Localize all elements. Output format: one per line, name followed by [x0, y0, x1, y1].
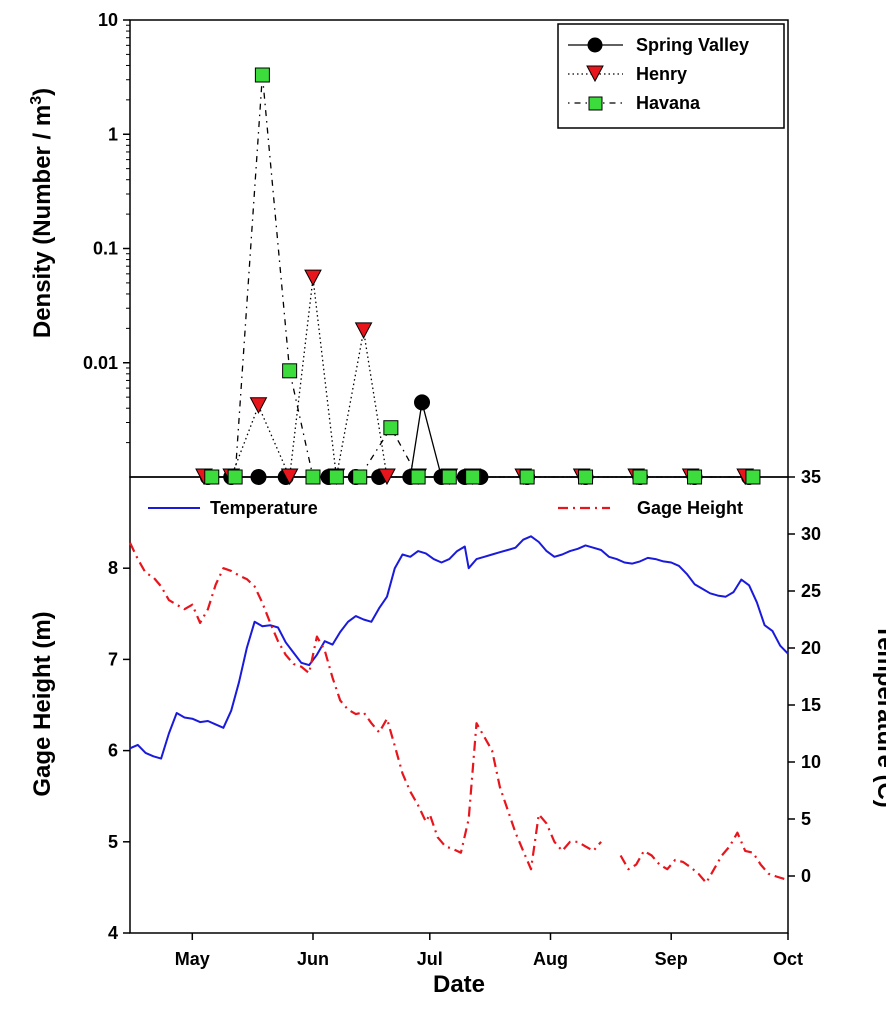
- spring-valley-line: [207, 402, 750, 478]
- havana-point: [745, 469, 761, 485]
- left-y-tick-label: 8: [108, 558, 118, 578]
- right-y-tick-label: 20: [801, 638, 821, 658]
- x-axis: May Jun Jul Aug Sep Oct: [175, 933, 803, 969]
- right-y-tick-label: 30: [801, 524, 821, 544]
- x-tick-label: Oct: [773, 949, 803, 969]
- top-y-tick-label: 1: [108, 124, 118, 144]
- havana-point: [383, 420, 399, 436]
- legend-temperature-label: Temperature: [210, 498, 318, 518]
- top-legend: Spring Valley Henry Havana: [557, 23, 785, 129]
- havana-point: [305, 469, 321, 485]
- havana-line: [211, 74, 753, 478]
- havana-point: [410, 469, 426, 485]
- spring-valley-point: [414, 394, 431, 411]
- x-tick-label: Sep: [655, 949, 688, 969]
- henry-point: [304, 269, 322, 287]
- right-y-tick-label: 35: [801, 467, 821, 487]
- left-y-tick-label: 5: [108, 832, 118, 852]
- havana-point: [441, 469, 457, 485]
- x-tick-label: Jul: [417, 949, 443, 969]
- x-tick-label: May: [175, 949, 210, 969]
- havana-point: [578, 469, 594, 485]
- right-y-tick-label: 15: [801, 695, 821, 715]
- temperature-line: [129, 535, 789, 760]
- henry-point: [280, 468, 299, 486]
- top-y-axis-title-sup: 3: [28, 96, 45, 105]
- legend-havana-marker: [588, 96, 603, 111]
- spring-valley-point: [250, 469, 267, 485]
- right-y-tick-label: 25: [801, 581, 821, 601]
- havana-point: [227, 469, 243, 485]
- havana-point: [519, 469, 535, 485]
- left-y-tick-label: 7: [108, 649, 118, 669]
- gage-height-line: [129, 542, 789, 884]
- top-markers: [195, 67, 761, 486]
- henry-point: [378, 468, 396, 486]
- bottom-right-y-axis-title: Temperature (C): [872, 624, 886, 808]
- bottom-right-y-axis: 0 5 10 15 20 25 30 35: [788, 467, 821, 886]
- top-y-tick-label: 10: [98, 10, 118, 30]
- left-y-tick-label: 6: [108, 741, 118, 761]
- legend-spring-valley-label: Spring Valley: [636, 35, 749, 55]
- havana-point: [687, 469, 703, 485]
- legend-spring-valley-marker: [587, 37, 603, 53]
- legend-havana-label: Havana: [636, 93, 701, 113]
- top-y-axis-title-close: ): [29, 88, 56, 96]
- henry-point: [354, 322, 373, 339]
- x-tick-label: Jun: [297, 949, 329, 969]
- havana-point: [632, 469, 648, 485]
- bottom-series: [129, 535, 789, 884]
- henry-point: [249, 397, 268, 414]
- right-y-tick-label: 0: [801, 866, 811, 886]
- bottom-panel-frame: [129, 476, 789, 934]
- havana-point: [352, 469, 368, 485]
- top-y-tick-label: 0.01: [83, 353, 118, 373]
- x-axis-title: Date: [433, 971, 485, 998]
- bottom-left-y-axis: 4 5 6 7 8: [108, 558, 130, 943]
- havana-point: [282, 363, 298, 379]
- legend-henry-marker: [586, 65, 604, 83]
- right-y-tick-label: 10: [801, 752, 821, 772]
- legend-henry-label: Henry: [636, 64, 687, 84]
- havana-point: [465, 469, 481, 485]
- x-tick-label: Aug: [533, 949, 568, 969]
- left-y-tick-label: 4: [108, 923, 118, 943]
- havana-point: [328, 469, 344, 485]
- top-y-tick-label: 0.1: [93, 239, 118, 259]
- havana-point: [254, 67, 270, 83]
- bottom-legend: Temperature Gage Height: [148, 498, 743, 518]
- top-series: [204, 74, 753, 480]
- right-y-tick-label: 5: [801, 809, 811, 829]
- top-y-axis: 0.01 0.1 1 10: [83, 10, 130, 444]
- top-y-axis-title-main: Density (Number / m: [29, 105, 56, 338]
- top-y-axis-title: Density (Number / m3): [28, 88, 56, 338]
- bottom-left-y-axis-title: Gage Height (m): [29, 611, 56, 796]
- havana-point: [204, 469, 220, 485]
- legend-gage-height-label: Gage Height: [637, 498, 743, 518]
